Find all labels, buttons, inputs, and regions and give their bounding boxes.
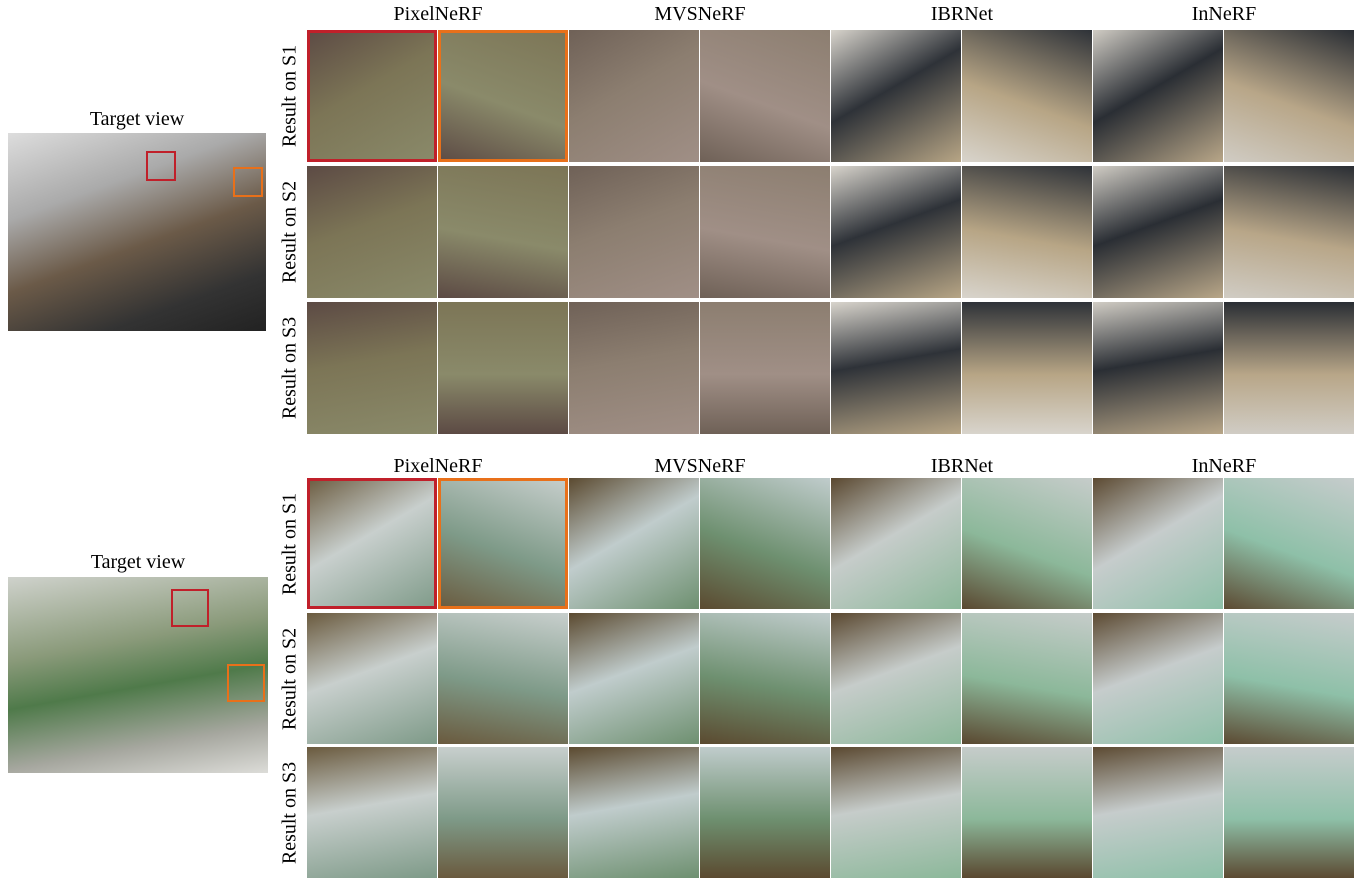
method-header: PixelNeRF [307,455,569,478]
crop-image [1093,747,1223,878]
crop-image [438,747,568,878]
crop-image [831,302,961,434]
crop-image [831,613,961,744]
method-header: IBRNet [831,3,1093,26]
method-header: InNeRF [1093,3,1355,26]
crop-image [700,302,830,434]
crop-image [307,166,437,298]
crop-image [1093,478,1223,609]
row-label: Result on S1 [279,45,302,147]
method-header: IBRNet [831,455,1093,478]
crop-image [962,166,1092,298]
crop-image [1224,30,1354,162]
row-label: Result on S2 [279,181,302,283]
crop-image [962,30,1092,162]
crop-image [962,613,1092,744]
row-label: Result on S2 [279,627,302,729]
target-crop-box [227,664,265,702]
crop-highlight [307,30,437,162]
crop-image [1224,613,1354,744]
crop-image [307,302,437,434]
row-label: Result on S1 [279,492,302,594]
target-label: Target view [8,551,268,574]
crop-image [700,30,830,162]
crop-image [569,478,699,609]
target-crop-box [233,167,263,197]
crop-image [1224,747,1354,878]
crop-image [438,613,568,744]
crop-image [1224,302,1354,434]
crop-image [831,30,961,162]
target-crop-box [171,589,209,627]
crop-image [962,747,1092,878]
crop-image [1093,302,1223,434]
row-label: Result on S3 [279,761,302,863]
crop-image [569,166,699,298]
method-header: MVSNeRF [569,455,831,478]
crop-image [569,613,699,744]
crop-image [831,166,961,298]
method-header: InNeRF [1093,455,1355,478]
crop-image [700,478,830,609]
crop-image [1093,613,1223,744]
figure: Target viewPixelNeRFMVSNeRFIBRNetInNeRFR… [0,0,1356,876]
crop-highlight [438,478,568,609]
crop-highlight [307,478,437,609]
method-header: PixelNeRF [307,3,569,26]
crop-image [962,478,1092,609]
crop-image [569,302,699,434]
crop-image [700,166,830,298]
crop-image [1093,166,1223,298]
crop-image [1224,166,1354,298]
crop-image [307,747,437,878]
crop-image [700,613,830,744]
crop-image [307,613,437,744]
crop-image [438,166,568,298]
target-crop-box [146,151,176,181]
crop-highlight [438,30,568,162]
target-image [8,133,266,331]
crop-image [962,302,1092,434]
crop-image [700,747,830,878]
crop-image [831,478,961,609]
crop-image [1093,30,1223,162]
target-label: Target view [8,108,266,131]
crop-image [1224,478,1354,609]
crop-image [569,747,699,878]
crop-image [831,747,961,878]
row-label: Result on S3 [279,317,302,419]
crop-image [438,302,568,434]
crop-image [569,30,699,162]
method-header: MVSNeRF [569,3,831,26]
